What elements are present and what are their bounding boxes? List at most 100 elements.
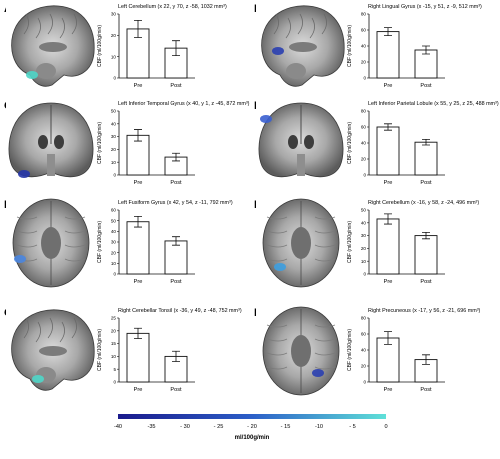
activation-cluster (272, 47, 284, 55)
y-tick-label: 20 (361, 60, 367, 65)
x-tick-label: Post (170, 180, 182, 186)
chart-title: Left Inferior Temporal Gyrus (x 40, y 1,… (118, 101, 250, 107)
y-tick-label: 0 (363, 173, 366, 178)
y-tick-label: 20 (111, 33, 117, 38)
chart-title: Right Precuneous (x -17, y 56, z -21, 69… (368, 308, 481, 314)
y-tick-label: 10 (361, 259, 367, 264)
y-tick-label: 20 (111, 250, 117, 255)
error-bar (422, 45, 430, 55)
x-tick-label: Post (420, 83, 432, 89)
y-tick-label: 30 (111, 12, 117, 17)
y-tick-label: 0 (113, 272, 116, 277)
y-axis-label: CBF (ml/100g/min) (97, 221, 103, 263)
colorbar-tick-label: - 30 (180, 424, 190, 430)
y-tick-label: 20 (111, 328, 117, 333)
colorbar-tick-label: -10 (315, 424, 323, 430)
y-tick-label: 20 (361, 364, 367, 369)
y-tick-label: 30 (111, 134, 117, 139)
error-bar (172, 236, 180, 246)
chart-title: Left Cerebellum (x 22, y 70, z -58, 1032… (118, 4, 227, 10)
activation-cluster (26, 71, 38, 79)
y-tick-label: 50 (111, 218, 117, 223)
y-tick-label: 40 (361, 220, 367, 225)
activation-cluster (18, 170, 30, 178)
x-tick-label: Pre (384, 387, 393, 393)
colorbar-tick-label: 0 (384, 424, 387, 430)
error-bar (422, 232, 430, 240)
y-tick-label: 40 (111, 229, 117, 234)
chart-title: Left Inferior Parietal Lobule (x 55, y 2… (368, 101, 499, 107)
y-tick-label: 25 (111, 316, 117, 321)
x-tick-label: Pre (134, 83, 143, 89)
y-tick-label: 10 (111, 160, 117, 165)
bar-post (164, 240, 188, 275)
y-tick-label: 60 (361, 125, 367, 130)
bar-pre (126, 332, 150, 383)
y-tick-label: 60 (361, 28, 367, 33)
x-tick-label: Pre (134, 279, 143, 285)
x-tick-label: Post (170, 83, 182, 89)
chart-title: Left Fusiform Gyrus (x 42, y 54, z -11, … (118, 200, 233, 206)
y-axis-label: CBF (ml/100g/min) (97, 122, 103, 164)
chart-title: Right Cerebellar Tonsil (x -36, y 49, z … (118, 308, 242, 314)
colorbar-gradient (118, 414, 386, 419)
panel-e: ELeft Fusiform Gyrus (x 42, y 54, z -11,… (4, 198, 233, 288)
y-tick-label: 0 (363, 380, 366, 385)
bar-post (414, 141, 438, 176)
colorbar-tick-label: - 5 (349, 424, 356, 430)
y-axis-label: CBF (ml/100g/min) (347, 122, 353, 164)
colorbar-tick-label: - 25 (214, 424, 224, 430)
y-tick-label: 80 (361, 109, 367, 114)
error-bar (172, 152, 180, 162)
error-bar (384, 27, 392, 36)
bar-post (414, 235, 438, 275)
error-bar (384, 331, 392, 345)
activation-cluster (14, 255, 26, 263)
error-bar (384, 123, 392, 131)
y-tick-label: 50 (111, 109, 117, 114)
y-tick-label: 0 (363, 272, 366, 277)
panel-d: DLeft Inferior Parietal Lobule (x 55, y … (254, 99, 499, 187)
y-tick-label: 40 (111, 121, 117, 126)
x-tick-label: Post (420, 180, 432, 186)
y-tick-label: 0 (113, 380, 116, 385)
y-tick-label: 40 (361, 348, 367, 353)
panel-g: GRight Cerebellar Tonsil (x -36, y 49, z… (4, 306, 242, 394)
y-axis-label: CBF (ml/100g/min) (97, 25, 103, 67)
y-tick-label: 20 (361, 157, 367, 162)
y-tick-label: 0 (113, 173, 116, 178)
colorbar-tick-label: -35 (147, 424, 155, 430)
y-tick-label: 50 (361, 208, 367, 213)
x-tick-label: Pre (134, 180, 143, 186)
y-tick-label: 0 (113, 76, 116, 81)
x-tick-label: Post (420, 387, 432, 393)
x-tick-label: Post (420, 279, 432, 285)
y-tick-label: 15 (111, 341, 117, 346)
y-axis-label: CBF (ml/100g/min) (347, 25, 353, 67)
chart-title: Right Cerebellum (x -16, y 58, z -24, 49… (368, 200, 479, 206)
bar-pre (376, 31, 400, 79)
y-tick-label: 5 (113, 367, 116, 372)
y-tick-label: 10 (111, 354, 117, 359)
y-axis-label: CBF (ml/100g/min) (347, 329, 353, 371)
x-tick-label: Pre (384, 83, 393, 89)
y-tick-label: 80 (361, 12, 367, 17)
error-bar (172, 40, 180, 56)
colorbar-tick-label: - 15 (281, 424, 291, 430)
x-tick-label: Pre (134, 387, 143, 393)
colorbar-tick-label: - 20 (247, 424, 257, 430)
panel-a: ALeft Cerebellum (x 22, y 70, z -58, 103… (4, 2, 227, 90)
colorbar: -40 -35 - 30 - 25 - 20 - 15 -10 - 5 0 ml/100g/min (114, 414, 388, 441)
y-tick-label: 30 (111, 240, 117, 245)
bar-pre (376, 126, 400, 176)
error-bar (134, 129, 142, 142)
y-tick-label: 0 (363, 76, 366, 81)
y-tick-label: 40 (361, 44, 367, 49)
x-tick-label: Pre (384, 180, 393, 186)
y-tick-label: 10 (111, 54, 117, 59)
activation-cluster (260, 115, 272, 123)
activation-cluster (312, 369, 324, 377)
x-tick-label: Post (170, 279, 182, 285)
error-bar (134, 20, 142, 38)
